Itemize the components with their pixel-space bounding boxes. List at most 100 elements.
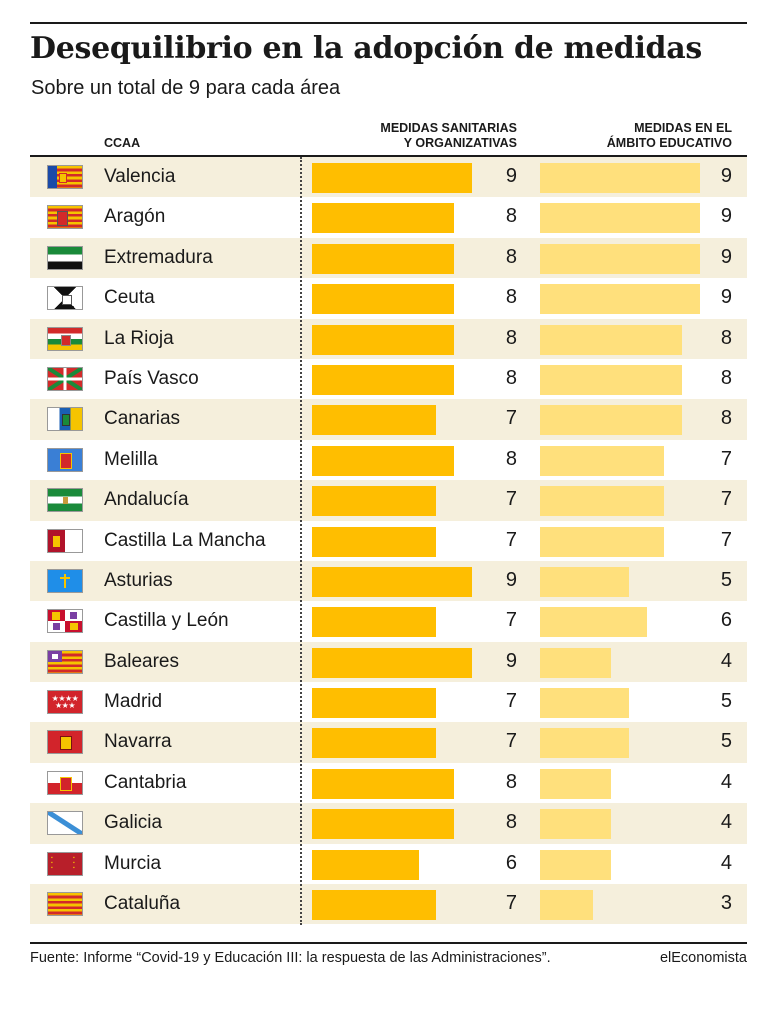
bar-educativo	[540, 768, 612, 799]
value-sanitarias: 6	[505, 851, 517, 874]
header-rule	[30, 155, 747, 157]
la-rioja-flag-icon	[47, 326, 83, 351]
melilla-flag-icon	[47, 447, 83, 472]
bar-educativo	[540, 728, 629, 759]
bar-sanitarias	[312, 526, 437, 557]
region-name: Castilla La Mancha	[104, 529, 266, 551]
value-sanitarias: 7	[505, 690, 517, 713]
table-row: ▪ ▪ ▪ ▪ ▪ ▪ Murcia 6 4	[30, 844, 747, 884]
value-educativo: 5	[720, 568, 732, 591]
table-row: Andalucía 7 7	[30, 480, 747, 521]
baleares-flag-icon	[47, 649, 83, 674]
madrid-flag-icon: ★★★★ ★★★	[47, 690, 83, 715]
region-name: Aragón	[104, 206, 166, 228]
value-sanitarias: 7	[505, 407, 517, 430]
bar-educativo	[540, 809, 612, 840]
table-row: Cataluña 7 3	[30, 884, 747, 925]
canarias-flag-icon	[47, 407, 83, 432]
value-sanitarias: 8	[505, 205, 517, 228]
value-educativo: 8	[720, 366, 732, 389]
bar-sanitarias	[312, 890, 437, 921]
value-sanitarias: 7	[505, 488, 517, 511]
bar-sanitarias	[312, 203, 455, 234]
region-name: Cantabria	[104, 771, 187, 793]
column-header-educativo-line1: MEDIDAS EN EL	[634, 121, 732, 135]
bar-sanitarias	[312, 728, 437, 759]
value-sanitarias: 8	[505, 811, 517, 834]
column-header-sanitarias: MEDIDAS SANITARIAS Y ORGANIZATIVAS	[380, 121, 517, 151]
bar-sanitarias	[312, 324, 455, 355]
value-educativo: 9	[720, 205, 732, 228]
bar-educativo	[540, 647, 612, 678]
column-divider	[300, 157, 302, 925]
table-row: Canarias 7 8	[30, 399, 747, 440]
table-row: ★★★★ ★★★ Madrid 7 5	[30, 682, 747, 722]
value-educativo: 7	[720, 488, 732, 511]
pais-vasco-flag-icon	[47, 366, 83, 391]
value-sanitarias: 7	[505, 609, 517, 632]
value-sanitarias: 8	[505, 326, 517, 349]
region-name: La Rioja	[104, 327, 174, 349]
value-educativo: 4	[720, 770, 732, 793]
region-name: Valencia	[104, 166, 176, 187]
bar-sanitarias	[312, 405, 437, 436]
table-row: Castilla La Mancha 7 7	[30, 521, 747, 561]
aragon-flag-icon	[47, 205, 83, 230]
castilla-y-leon-flag-icon	[47, 609, 83, 634]
column-header-sanitarias-line2: Y ORGANIZATIVAS	[403, 136, 517, 150]
valencia-flag-icon	[47, 165, 83, 189]
region-name: Ceuta	[104, 287, 155, 309]
bar-sanitarias	[312, 163, 472, 193]
bar-sanitarias	[312, 284, 455, 315]
region-name: Galicia	[104, 812, 163, 834]
value-educativo: 7	[720, 528, 732, 551]
value-educativo: 5	[720, 690, 732, 713]
value-sanitarias: 9	[505, 649, 517, 672]
andalucia-flag-icon	[47, 488, 83, 513]
table-row: Extremadura 8 9	[30, 237, 747, 279]
footer-rule	[30, 942, 747, 944]
bar-sanitarias	[312, 364, 455, 395]
value-educativo: 9	[720, 286, 732, 309]
region-name: Cataluña	[104, 893, 181, 915]
value-educativo: 5	[720, 730, 732, 753]
bar-educativo	[540, 526, 665, 557]
bar-sanitarias	[312, 243, 455, 274]
bar-sanitarias	[312, 809, 455, 840]
value-sanitarias: 9	[505, 568, 517, 591]
murcia-flag-icon: ▪ ▪ ▪ ▪ ▪ ▪	[47, 851, 83, 876]
bar-sanitarias	[312, 849, 419, 880]
bar-educativo	[540, 163, 700, 193]
region-name: Madrid	[104, 691, 163, 713]
castilla-la-mancha-flag-icon	[47, 528, 83, 553]
bar-educativo	[540, 688, 629, 719]
table-row: Baleares 9 4	[30, 641, 747, 683]
bar-sanitarias	[312, 566, 472, 597]
cantabria-flag-icon	[47, 770, 83, 795]
value-sanitarias: 8	[505, 366, 517, 389]
value-educativo: 8	[720, 407, 732, 430]
value-sanitarias: 7	[505, 528, 517, 551]
bar-educativo	[540, 445, 665, 476]
value-sanitarias: 9	[505, 165, 517, 187]
region-name: Extremadura	[104, 246, 213, 268]
bar-sanitarias	[312, 647, 472, 678]
chart-subtitle: Sobre un total de 9 para cada área	[31, 77, 341, 99]
table-row: Asturias 9 5	[30, 560, 747, 602]
region-name: País Vasco	[104, 367, 199, 389]
value-educativo: 4	[720, 811, 732, 834]
value-sanitarias: 7	[505, 730, 517, 753]
bar-educativo	[540, 203, 700, 234]
table-row: La Rioja 8 8	[30, 318, 747, 359]
region-name: Canarias	[104, 408, 181, 430]
column-header-ccaa: CCAA	[104, 136, 141, 150]
extremadura-flag-icon	[47, 245, 83, 270]
bar-educativo	[540, 405, 683, 436]
value-educativo: 7	[720, 447, 732, 470]
table-row: Galicia 8 4	[30, 803, 747, 844]
value-educativo: 9	[720, 245, 732, 268]
value-sanitarias: 8	[505, 286, 517, 309]
value-educativo: 4	[720, 649, 732, 672]
bar-educativo	[540, 566, 629, 597]
